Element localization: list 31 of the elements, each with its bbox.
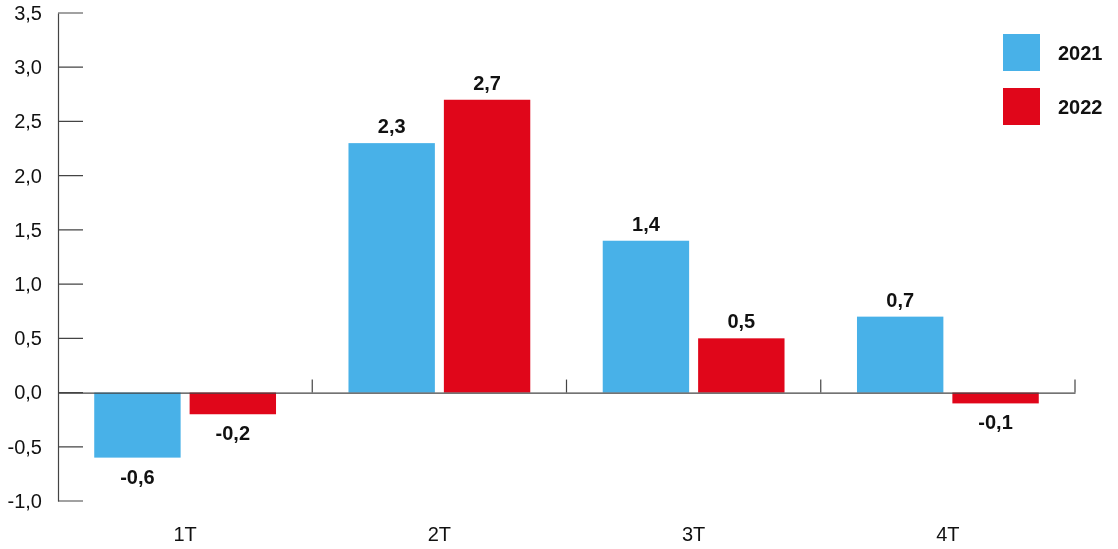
y-tick-label: 1,0 <box>14 273 42 296</box>
x-tick-label: 1T <box>173 523 197 546</box>
data-label: 2,3 <box>377 115 406 138</box>
y-tick-label: 3,0 <box>14 56 42 79</box>
y-tick-label: 2,0 <box>14 164 42 187</box>
data-label: -0,6 <box>120 465 155 488</box>
bar <box>189 392 277 415</box>
y-tick-label: -0,5 <box>7 435 42 458</box>
data-label: 1,4 <box>632 212 661 235</box>
data-label: 0,7 <box>886 288 915 311</box>
legend-label: 2022 <box>1058 95 1103 118</box>
data-label: -0,1 <box>978 411 1013 434</box>
data-label: 0,5 <box>727 310 756 333</box>
bar <box>602 240 690 393</box>
x-tick-label: 4T <box>936 523 960 546</box>
x-tick-label: 2T <box>427 523 452 546</box>
bar <box>94 392 181 458</box>
y-tick-label: -1,0 <box>7 489 42 512</box>
bar <box>443 99 531 393</box>
y-tick-label: 1,5 <box>14 218 42 241</box>
bar <box>698 338 785 393</box>
data-label: 2,7 <box>473 71 501 94</box>
bar <box>348 143 435 393</box>
y-tick-label: 0,5 <box>14 327 42 350</box>
legend-label: 2021 <box>1058 41 1103 64</box>
bar <box>856 316 944 393</box>
x-tick-label: 3T <box>681 523 706 546</box>
y-tick-label: 0,0 <box>14 381 42 404</box>
data-label: -0,2 <box>215 422 251 445</box>
y-tick-label: 3,5 <box>14 1 42 24</box>
y-tick-label: 2,5 <box>14 110 42 133</box>
